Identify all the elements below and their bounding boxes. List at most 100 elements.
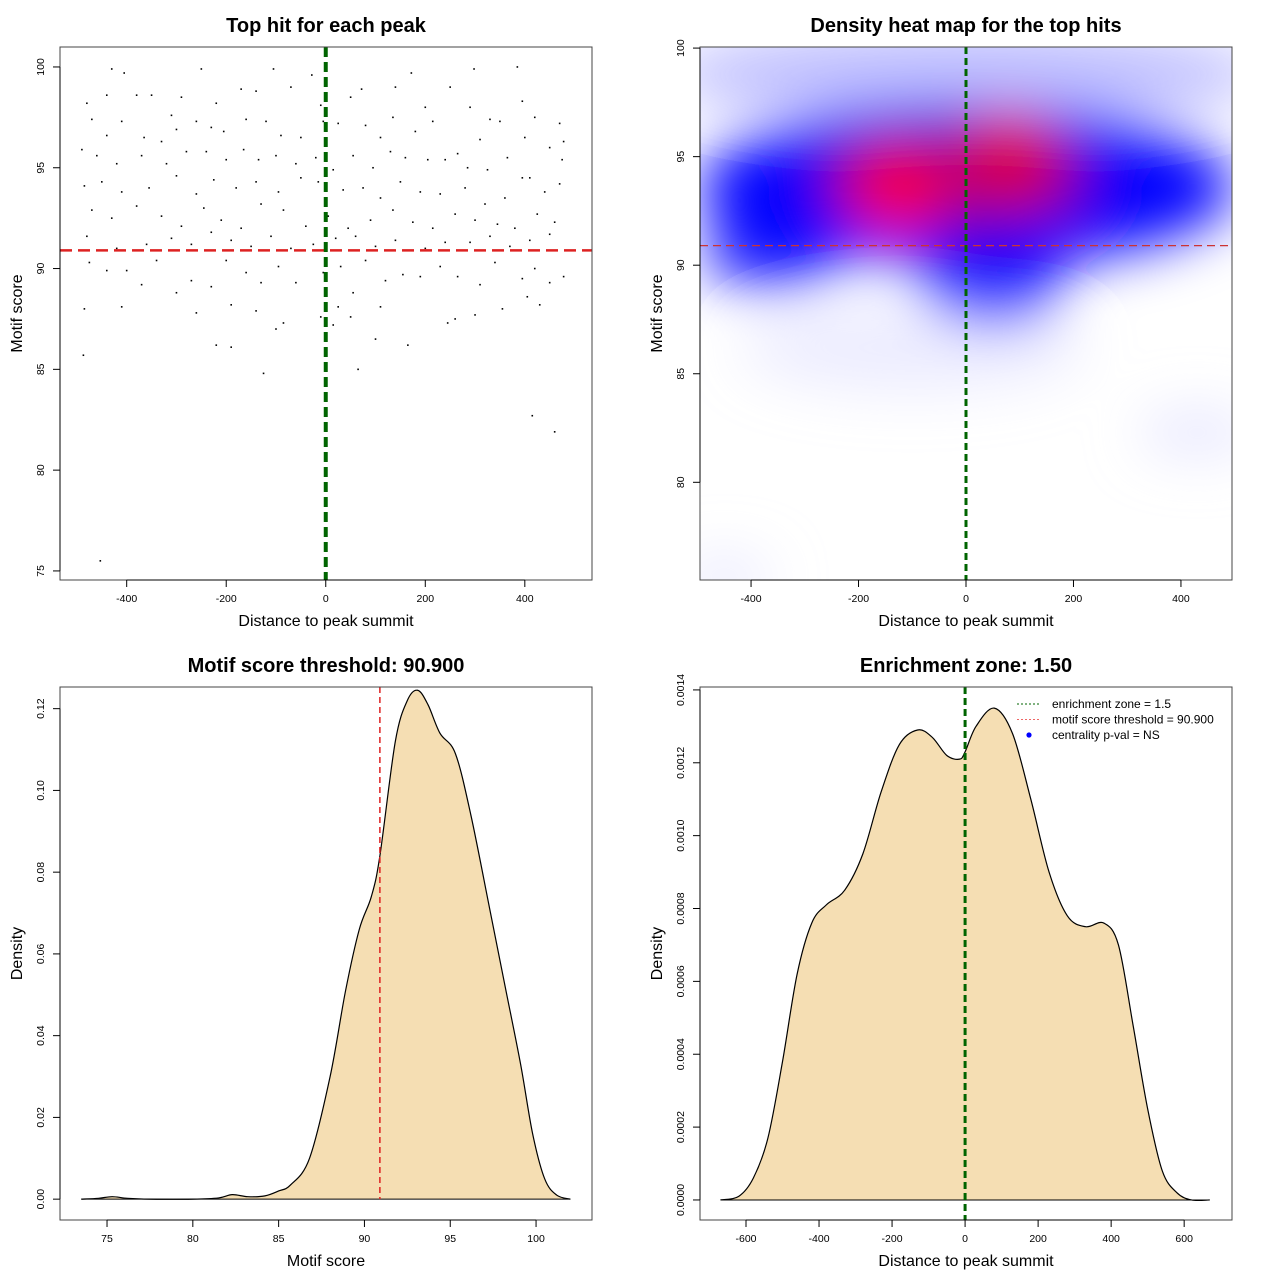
data-point (175, 175, 178, 177)
density-blob (955, 117, 1063, 205)
data-point (374, 338, 377, 340)
data-point (410, 72, 413, 74)
data-point (526, 295, 529, 298)
data-point (115, 162, 118, 165)
data-point (230, 239, 232, 242)
y-axis-label: Motif score (649, 274, 666, 352)
data-point (334, 237, 337, 240)
data-point (347, 227, 349, 230)
data-point (150, 94, 153, 96)
y-tick-label: 85 (35, 363, 47, 375)
data-point (96, 154, 98, 157)
data-point (230, 346, 232, 348)
x-tick-label: -400 (809, 1233, 830, 1245)
data-point (185, 150, 188, 153)
panel-2: -400 -200 0 200 400 80 85 90 95 100 Density heat m… (649, 15, 1233, 630)
data-point (322, 271, 325, 274)
data-point (553, 431, 556, 433)
data-point (332, 168, 335, 171)
data-point (473, 68, 475, 70)
data-point (354, 235, 357, 238)
data-point (155, 259, 158, 262)
data-point (349, 96, 352, 98)
data-point (524, 136, 526, 139)
data-point (272, 68, 275, 70)
data-point (180, 96, 183, 98)
legend-label: enrichment zone = 1.5 (1052, 697, 1171, 711)
y-tick-label: 0.06 (35, 944, 47, 965)
data-point (499, 120, 501, 123)
data-point (439, 193, 442, 195)
panel-1: -400 -200 0 200 400 75 80 85 90 95 100 Top hit for … (9, 15, 593, 630)
data-point (419, 191, 422, 193)
data-point (484, 203, 486, 205)
data-point (489, 235, 491, 238)
data-point (170, 237, 173, 240)
data-point (412, 221, 414, 223)
data-point (311, 74, 313, 76)
x-tick-label: 200 (1029, 1233, 1047, 1245)
data-point (83, 185, 86, 187)
data-point (509, 245, 511, 248)
data-point (322, 120, 325, 123)
data-point (384, 279, 387, 282)
data-point (86, 102, 88, 105)
data-point (295, 162, 297, 165)
data-point (235, 187, 237, 189)
x-tick-label: 400 (516, 593, 534, 605)
data-point (215, 102, 218, 105)
data-point (424, 247, 427, 250)
data-point (212, 179, 215, 181)
data-point (195, 312, 198, 314)
data-point (553, 221, 556, 223)
data-point (558, 183, 561, 185)
y-tick-label: 95 (675, 151, 687, 163)
x-axis-label: Distance to peak summit (238, 613, 414, 630)
data-point (548, 146, 551, 149)
density-blob (847, 150, 950, 229)
x-tick-label: 75 (101, 1233, 113, 1245)
data-point (317, 181, 320, 183)
data-point (140, 154, 143, 157)
data-point (456, 152, 459, 155)
data-point (145, 243, 148, 246)
x-tick-label: 90 (359, 1233, 371, 1245)
y-tick-label: 0.0004 (675, 1038, 687, 1070)
data-point (312, 243, 315, 246)
chart-title: Enrichment zone: 1.50 (860, 655, 1072, 677)
x-tick-label: 400 (1172, 593, 1190, 605)
data-point (454, 318, 456, 320)
data-point (444, 158, 446, 161)
y-tick-label: 0.0010 (675, 819, 687, 851)
data-point (379, 197, 382, 199)
data-point (474, 219, 476, 221)
data-point (99, 560, 102, 562)
data-point (91, 118, 93, 121)
y-tick-label: 80 (675, 476, 687, 488)
y-axis-label: Motif score (9, 274, 26, 352)
x-tick-label: -600 (735, 1233, 756, 1245)
data-point (394, 86, 397, 88)
y-axis-label: Density (9, 927, 26, 980)
legend: enrichment zone = 1.5 motif score thresho… (1017, 697, 1214, 742)
data-point (240, 227, 242, 230)
x-tick-label: 0 (323, 593, 329, 605)
data-point (140, 283, 143, 286)
x-tick-label: 80 (187, 1233, 199, 1245)
data-point (501, 308, 504, 310)
data-point (120, 306, 123, 308)
data-point (203, 207, 205, 209)
data-point (245, 118, 247, 121)
panel-4: -600 -400 -200 0 200 400 600 0.0000 0.0002 0.0004… (649, 655, 1233, 1270)
data-point (205, 150, 208, 153)
data-point (105, 94, 108, 96)
data-point (282, 322, 285, 324)
data-point (474, 314, 476, 316)
data-point (543, 191, 546, 193)
y-tick-label: 80 (35, 464, 47, 476)
data-point (135, 94, 138, 96)
density-blob (1137, 408, 1232, 457)
data-point (245, 271, 247, 274)
data-point (562, 140, 565, 143)
data-point (290, 247, 292, 250)
